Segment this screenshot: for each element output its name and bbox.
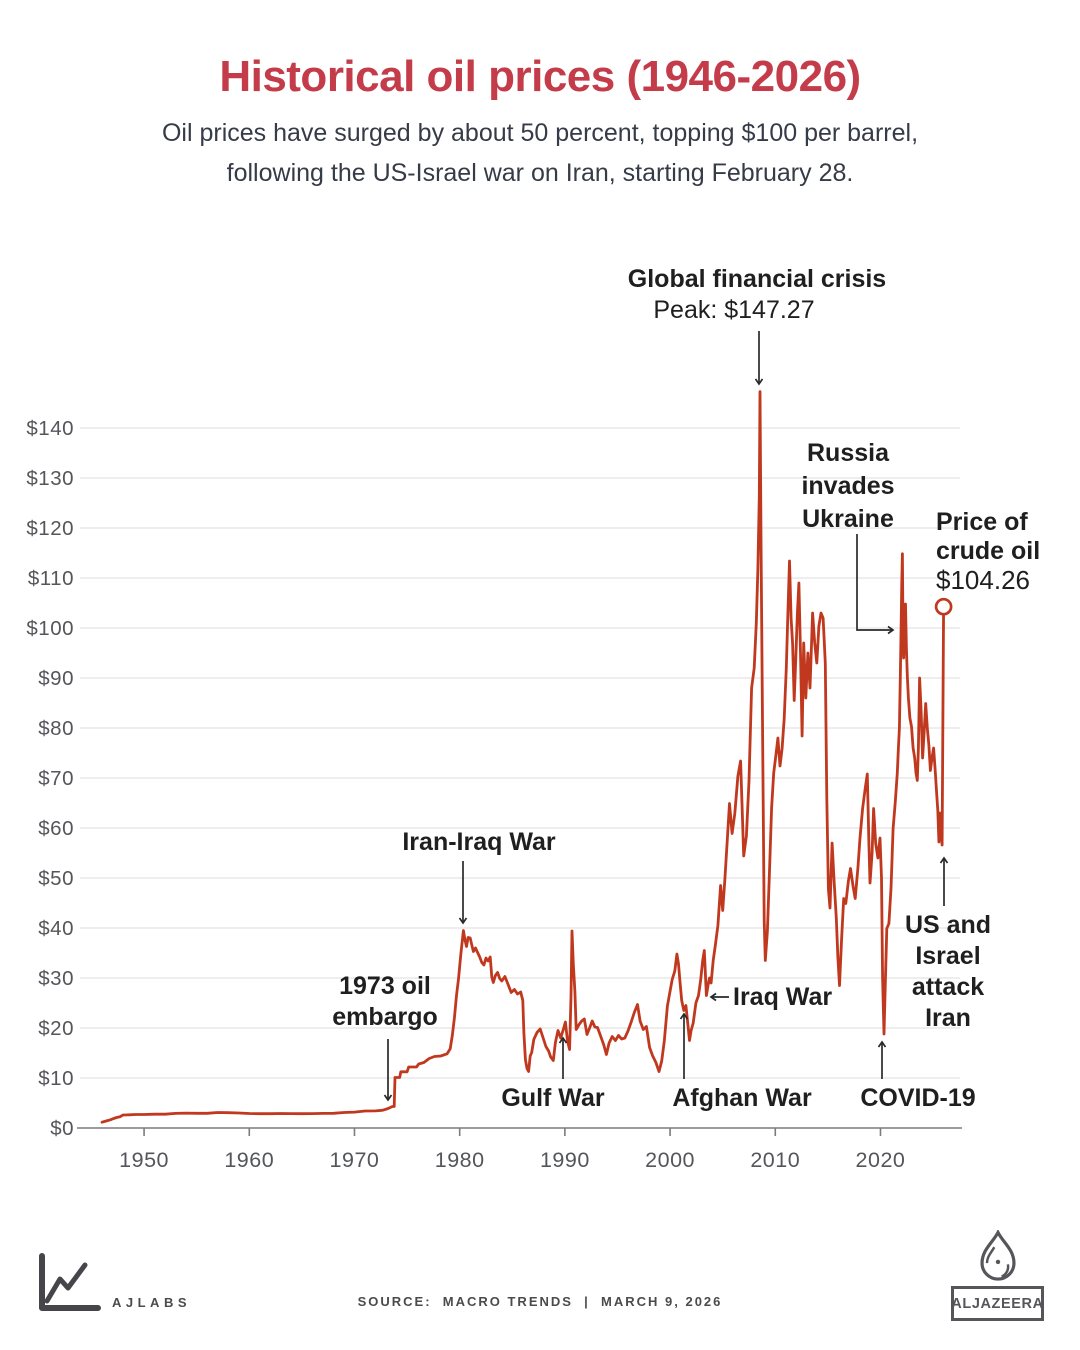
plot-area: $0 $10 $20 $30 $40 $50 $60 $70 $80 $90 $100 $110 $12… <box>26 390 962 1172</box>
annotation-covid-19: COVID-19 <box>860 1083 975 1114</box>
annotation-1973-oil-embargo: 1973 oil embargo <box>332 971 438 1033</box>
y-tick-label: $50 <box>38 867 74 890</box>
us-israel-label-line-2: Israel <box>915 942 981 970</box>
y-tick-label: $40 <box>38 917 74 940</box>
y-tick-label: $60 <box>38 817 74 840</box>
russia-label-line-1: Russia <box>807 439 889 467</box>
subtitle: Oil prices have surged by about 50 perce… <box>0 113 1080 193</box>
annotation-iraq-war: Iraq War <box>733 982 832 1013</box>
y-tick-label: $120 <box>26 517 74 540</box>
gfc-peak-value: Peak: $147.27 <box>653 296 815 324</box>
annotation-afghan-war: Afghan War <box>672 1083 811 1114</box>
y-tick-label: $70 <box>38 767 74 790</box>
x-tick-label: 2000 <box>645 1148 695 1172</box>
x-tick-label: 1980 <box>435 1148 485 1172</box>
x-tick-label: 1960 <box>224 1148 274 1172</box>
x-tick-label: 2010 <box>750 1148 800 1172</box>
covid-label: COVID-19 <box>860 1084 976 1112</box>
page-title: Historical oil prices (1946-2026) <box>219 52 861 101</box>
annotation-arrows <box>383 331 949 1102</box>
annotation-us-israel-attack-iran: US and Israel attack Iran <box>905 910 991 1034</box>
russia-arrow <box>856 534 895 635</box>
iraq-war-label: Iraq War <box>733 983 833 1011</box>
gulf-war-label: Gulf War <box>501 1084 605 1112</box>
aljazeera-wordmark: ALJAZEERA <box>951 1286 1044 1321</box>
us-israel-label-line-4: Iran <box>925 1004 971 1032</box>
us-israel-label-line-3: attack <box>911 973 985 1001</box>
y-tick-label: $110 <box>28 567 74 590</box>
y-tick-label: $20 <box>38 1017 74 1040</box>
oil-price-line <box>100 390 945 1124</box>
y-tick-label: $10 <box>38 1067 74 1090</box>
x-tick-label: 2020 <box>856 1148 906 1172</box>
us-israel-label-line-1: US and <box>904 911 992 939</box>
price-label-line-2: crude oil <box>936 537 1041 565</box>
ajlabs-wordmark: AJLABS <box>112 1295 192 1310</box>
y-tick-label: $140 <box>26 417 74 440</box>
annotation-russia-invades-ukraine: Russia invades Ukraine <box>801 437 894 536</box>
russia-label-line-3: Ukraine <box>802 505 894 533</box>
iran-iraq-label: Iran-Iraq War <box>402 828 556 856</box>
y-tick-label: $90 <box>38 667 74 690</box>
gfc-label: Global financial crisis <box>627 265 887 293</box>
ajlabs-chart-icon <box>39 1253 101 1311</box>
annotation-global-financial-crisis: Global financial crisis Peak: $147.27 <box>628 264 886 326</box>
embargo-label-line-2: embargo <box>332 1003 438 1031</box>
price-current-value: $104.26 <box>936 565 1030 595</box>
y-tick-label: $80 <box>38 717 74 740</box>
afghan-war-label: Afghan War <box>672 1084 812 1112</box>
embargo-label-line-1: 1973 oil <box>339 972 431 1000</box>
subtitle-line-2: following the US-Israel war on Iran, sta… <box>226 159 854 187</box>
price-label-line-1: Price of <box>936 508 1028 536</box>
y-tick-label: $100 <box>26 617 74 640</box>
y-tick-label: $30 <box>38 967 74 990</box>
x-tick-label: 1990 <box>540 1148 590 1172</box>
annotation-price-of-crude-oil: Price of crude oil $104.26 <box>936 508 1040 595</box>
x-tick-label: 1950 <box>119 1148 169 1172</box>
latest-price-marker <box>934 597 953 616</box>
source-attribution: SOURCE: MACRO TRENDS | MARCH 9, 2026 <box>357 1294 723 1309</box>
x-tick-label: 1970 <box>330 1148 380 1172</box>
annotation-iran-iraq-war: Iran-Iraq War <box>402 827 555 858</box>
y-tick-label: $0 <box>50 1117 74 1140</box>
russia-label-line-2: invades <box>801 472 895 500</box>
aljazeera-flame-icon <box>980 1230 1016 1281</box>
y-tick-label: $130 <box>26 467 74 490</box>
subtitle-line-1: Oil prices have surged by about 50 perce… <box>161 119 919 147</box>
annotation-gulf-war: Gulf War <box>501 1083 604 1114</box>
